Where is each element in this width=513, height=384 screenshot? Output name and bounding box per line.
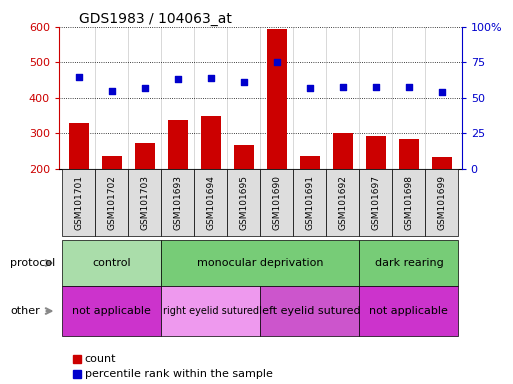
Text: GSM101690: GSM101690 (272, 175, 281, 230)
Point (174, 76, 182, 83)
Bar (432, 157, 452, 240)
Bar (69, 123, 89, 240)
FancyBboxPatch shape (261, 169, 293, 236)
Bar (366, 136, 386, 240)
Bar (333, 134, 353, 240)
Bar (267, 29, 287, 240)
Bar (300, 156, 320, 240)
Point (438, 89, 446, 95)
Text: GSM101698: GSM101698 (404, 175, 413, 230)
Text: GSM101699: GSM101699 (438, 175, 446, 230)
Point (207, 75, 215, 81)
Text: other: other (10, 306, 40, 316)
FancyBboxPatch shape (227, 169, 261, 236)
Bar (102, 156, 122, 240)
Bar (201, 116, 221, 240)
Text: GSM101701: GSM101701 (74, 175, 83, 230)
Text: protocol: protocol (10, 258, 55, 268)
Point (141, 85, 149, 91)
Text: GSM101695: GSM101695 (240, 175, 248, 230)
Text: control: control (92, 258, 131, 268)
FancyBboxPatch shape (326, 169, 360, 236)
FancyBboxPatch shape (360, 169, 392, 236)
FancyBboxPatch shape (128, 169, 161, 236)
Text: percentile rank within the sample: percentile rank within the sample (85, 369, 272, 379)
Text: monocular deprivation: monocular deprivation (197, 258, 324, 268)
FancyBboxPatch shape (293, 169, 326, 236)
FancyBboxPatch shape (95, 169, 128, 236)
FancyBboxPatch shape (62, 169, 95, 236)
Text: GSM101703: GSM101703 (141, 175, 149, 230)
FancyBboxPatch shape (425, 169, 459, 236)
Point (372, 83, 380, 89)
Text: left eyelid sutured: left eyelid sutured (259, 306, 361, 316)
Point (108, 88, 116, 94)
Text: count: count (85, 354, 116, 364)
Point (240, 79, 248, 85)
Text: GDS1983 / 104063_at: GDS1983 / 104063_at (79, 12, 232, 26)
FancyBboxPatch shape (194, 169, 227, 236)
Text: dark rearing: dark rearing (374, 258, 443, 268)
Point (273, 59, 281, 65)
Text: GSM101694: GSM101694 (206, 175, 215, 230)
Point (75, 74, 83, 80)
Text: not applicable: not applicable (72, 306, 151, 316)
Point (339, 83, 347, 89)
FancyBboxPatch shape (161, 169, 194, 236)
Point (405, 83, 413, 89)
Bar (399, 139, 419, 240)
Text: right eyelid sutured: right eyelid sutured (163, 306, 259, 316)
Text: GSM101697: GSM101697 (371, 175, 380, 230)
Text: GSM101692: GSM101692 (339, 175, 347, 230)
Text: GSM101693: GSM101693 (173, 175, 182, 230)
Point (306, 85, 314, 91)
Text: not applicable: not applicable (369, 306, 448, 316)
Bar (234, 145, 254, 240)
Text: GSM101691: GSM101691 (305, 175, 314, 230)
Bar (135, 143, 155, 240)
FancyBboxPatch shape (392, 169, 425, 236)
Text: GSM101702: GSM101702 (107, 175, 116, 230)
Bar (168, 120, 188, 240)
